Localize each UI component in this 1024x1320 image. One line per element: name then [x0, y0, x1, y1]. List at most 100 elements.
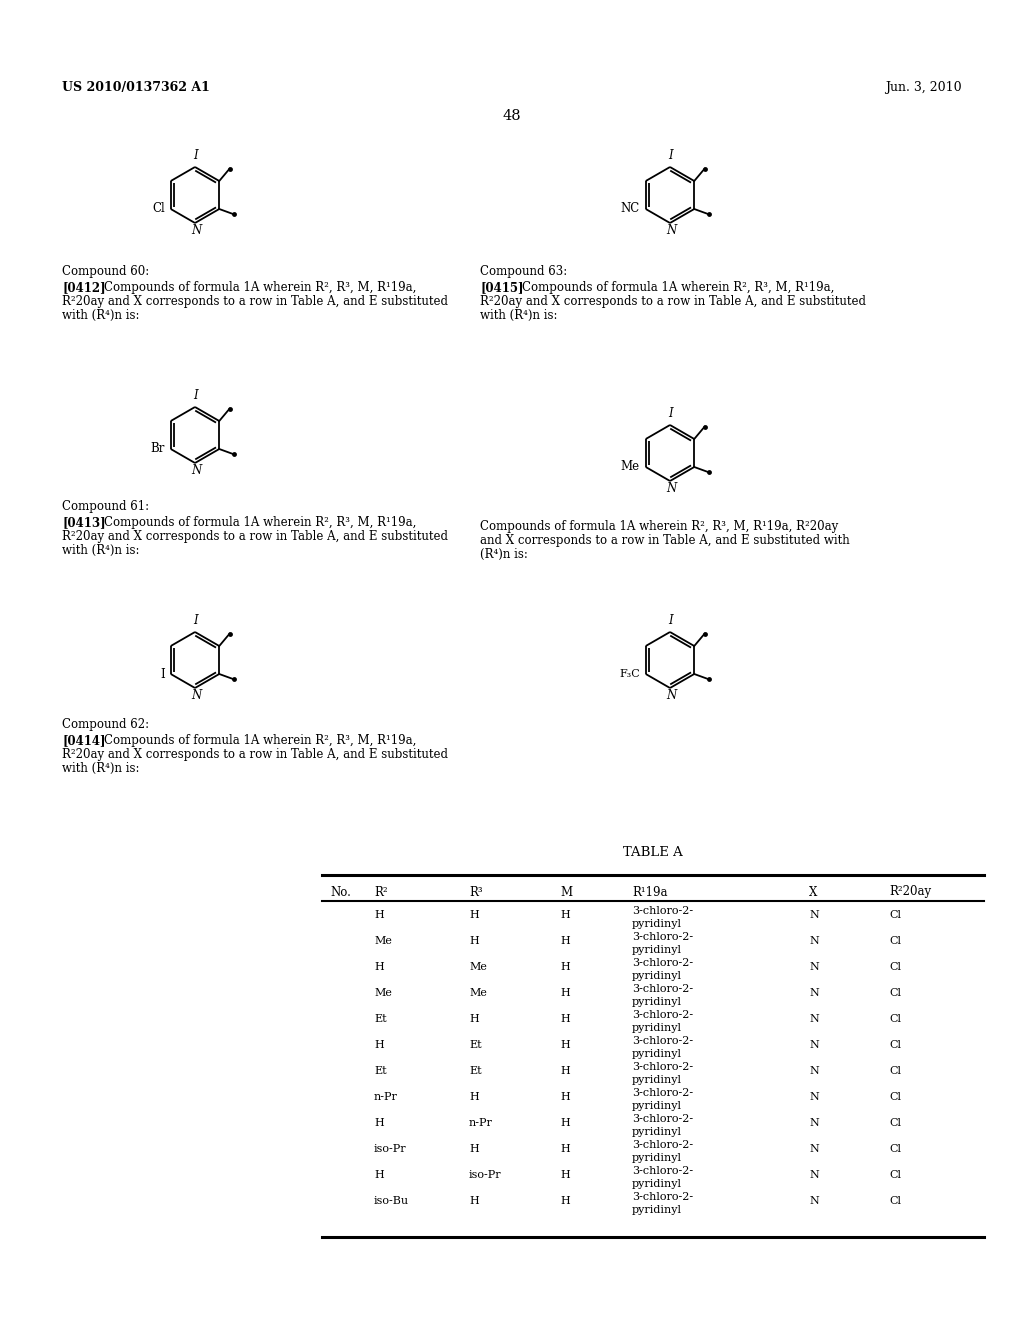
- Text: NC: NC: [621, 202, 640, 215]
- Text: H: H: [469, 1014, 479, 1024]
- Text: pyridinyl: pyridinyl: [632, 997, 682, 1007]
- Text: 3-chloro-2-: 3-chloro-2-: [632, 1114, 693, 1125]
- Text: Cl: Cl: [889, 1144, 901, 1154]
- Text: Compound 61:: Compound 61:: [62, 500, 150, 513]
- Text: Cl: Cl: [889, 1170, 901, 1180]
- Text: I: I: [668, 407, 673, 420]
- Text: pyridinyl: pyridinyl: [632, 972, 682, 981]
- Text: H: H: [374, 1118, 384, 1129]
- Text: Cl: Cl: [889, 987, 901, 998]
- Text: X: X: [809, 886, 817, 899]
- Text: pyridinyl: pyridinyl: [632, 1205, 682, 1214]
- Text: N: N: [809, 962, 819, 972]
- Text: N: N: [190, 465, 201, 477]
- Text: N: N: [809, 909, 819, 920]
- Text: Compounds of formula 1A wherein R², R³, M, R¹19a,: Compounds of formula 1A wherein R², R³, …: [104, 281, 417, 294]
- Text: and X corresponds to a row in Table A, and E substituted with: and X corresponds to a row in Table A, a…: [480, 535, 850, 546]
- Text: 3-chloro-2-: 3-chloro-2-: [632, 1140, 693, 1150]
- Text: R²20ay and X corresponds to a row in Table A, and E substituted: R²20ay and X corresponds to a row in Tab…: [62, 748, 449, 762]
- Text: N: N: [809, 936, 819, 946]
- Text: F₃C: F₃C: [618, 669, 640, 678]
- Text: Cl: Cl: [889, 909, 901, 920]
- Text: H: H: [469, 1092, 479, 1102]
- Text: [0412]: [0412]: [62, 281, 105, 294]
- Text: pyridinyl: pyridinyl: [632, 1049, 682, 1059]
- Text: N: N: [809, 1067, 819, 1076]
- Text: Jun. 3, 2010: Jun. 3, 2010: [886, 82, 962, 95]
- Text: H: H: [560, 909, 569, 920]
- Text: iso-Pr: iso-Pr: [374, 1144, 407, 1154]
- Text: I: I: [160, 668, 165, 681]
- Text: Cl: Cl: [889, 1040, 901, 1049]
- Text: I: I: [193, 614, 198, 627]
- Text: N: N: [809, 1014, 819, 1024]
- Text: 48: 48: [503, 110, 521, 123]
- Text: N: N: [809, 1170, 819, 1180]
- Text: Cl: Cl: [889, 936, 901, 946]
- Text: with (R⁴)n is:: with (R⁴)n is:: [62, 544, 139, 557]
- Text: I: I: [668, 149, 673, 162]
- Text: H: H: [374, 1170, 384, 1180]
- Text: N: N: [809, 1196, 819, 1206]
- Text: R³: R³: [469, 886, 482, 899]
- Text: I: I: [193, 149, 198, 162]
- Text: R¹19a: R¹19a: [632, 886, 668, 899]
- Text: H: H: [374, 962, 384, 972]
- Text: M: M: [560, 886, 572, 899]
- Text: Me: Me: [621, 461, 640, 474]
- Text: Et: Et: [469, 1067, 481, 1076]
- Text: Cl: Cl: [889, 1092, 901, 1102]
- Text: Et: Et: [374, 1014, 387, 1024]
- Text: R²20ay and X corresponds to a row in Table A, and E substituted: R²20ay and X corresponds to a row in Tab…: [62, 294, 449, 308]
- Text: 3-chloro-2-: 3-chloro-2-: [632, 932, 693, 942]
- Text: US 2010/0137362 A1: US 2010/0137362 A1: [62, 82, 210, 95]
- Text: Compound 62:: Compound 62:: [62, 718, 150, 731]
- Text: Cl: Cl: [889, 962, 901, 972]
- Text: N: N: [809, 1040, 819, 1049]
- Text: N: N: [190, 689, 201, 702]
- Text: H: H: [560, 1118, 569, 1129]
- Text: H: H: [560, 962, 569, 972]
- Text: Et: Et: [469, 1040, 481, 1049]
- Text: R²: R²: [374, 886, 388, 899]
- Text: N: N: [809, 1118, 819, 1129]
- Text: I: I: [193, 389, 198, 403]
- Text: Compounds of formula 1A wherein R², R³, M, R¹19a,: Compounds of formula 1A wherein R², R³, …: [522, 281, 835, 294]
- Text: (R⁴)n is:: (R⁴)n is:: [480, 548, 528, 561]
- Text: 3-chloro-2-: 3-chloro-2-: [632, 958, 693, 968]
- Text: n-Pr: n-Pr: [469, 1118, 493, 1129]
- Text: 3-chloro-2-: 3-chloro-2-: [632, 1166, 693, 1176]
- Text: with (R⁴)n is:: with (R⁴)n is:: [62, 309, 139, 322]
- Text: H: H: [469, 909, 479, 920]
- Text: R²20ay: R²20ay: [889, 886, 931, 899]
- Text: Compound 60:: Compound 60:: [62, 265, 150, 279]
- Text: TABLE A: TABLE A: [624, 846, 683, 859]
- Text: H: H: [560, 1092, 569, 1102]
- Text: Cl: Cl: [889, 1118, 901, 1129]
- Text: [0415]: [0415]: [480, 281, 523, 294]
- Text: pyridinyl: pyridinyl: [632, 1127, 682, 1137]
- Text: H: H: [560, 1040, 569, 1049]
- Text: N: N: [666, 224, 676, 238]
- Text: H: H: [560, 1196, 569, 1206]
- Text: pyridinyl: pyridinyl: [632, 1074, 682, 1085]
- Text: pyridinyl: pyridinyl: [632, 1023, 682, 1034]
- Text: H: H: [560, 1170, 569, 1180]
- Text: pyridinyl: pyridinyl: [632, 919, 682, 929]
- Text: iso-Pr: iso-Pr: [469, 1170, 502, 1180]
- Text: Cl: Cl: [889, 1067, 901, 1076]
- Text: Cl: Cl: [889, 1196, 901, 1206]
- Text: H: H: [560, 1014, 569, 1024]
- Text: Compounds of formula 1A wherein R², R³, M, R¹19a,: Compounds of formula 1A wherein R², R³, …: [104, 734, 417, 747]
- Text: pyridinyl: pyridinyl: [632, 1179, 682, 1189]
- Text: H: H: [374, 1040, 384, 1049]
- Text: 3-chloro-2-: 3-chloro-2-: [632, 1088, 693, 1098]
- Text: with (R⁴)n is:: with (R⁴)n is:: [62, 762, 139, 775]
- Text: 3-chloro-2-: 3-chloro-2-: [632, 983, 693, 994]
- Text: 3-chloro-2-: 3-chloro-2-: [632, 1063, 693, 1072]
- Text: 3-chloro-2-: 3-chloro-2-: [632, 1192, 693, 1203]
- Text: N: N: [809, 987, 819, 998]
- Text: I: I: [668, 614, 673, 627]
- Text: Me: Me: [469, 987, 486, 998]
- Text: N: N: [666, 689, 676, 702]
